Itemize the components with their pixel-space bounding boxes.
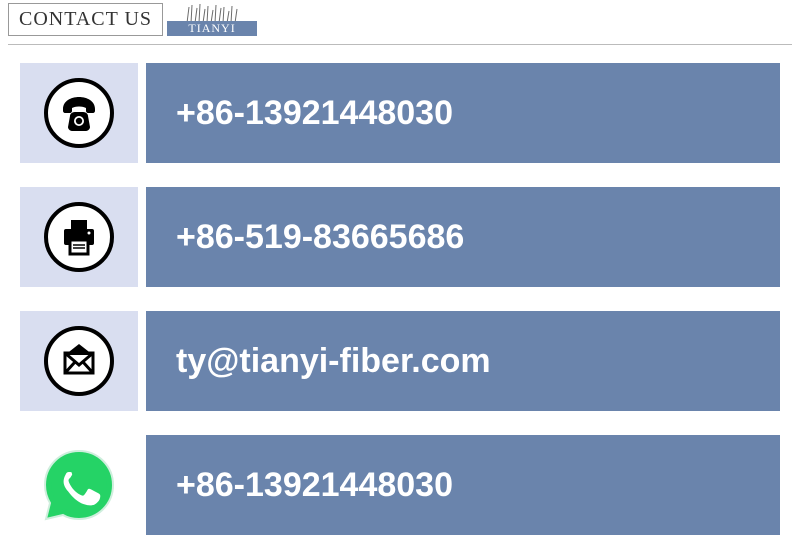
contact-row-email: ty@tianyi-fiber.com <box>20 311 780 411</box>
brand-name: TIANYI <box>167 21 257 36</box>
logo-grass-icon <box>183 3 243 23</box>
email-icon-cell <box>20 311 138 411</box>
contact-row-whatsapp: +86-13921448030 <box>20 435 780 535</box>
fax-icon <box>44 202 114 272</box>
phone-icon-cell <box>20 63 138 163</box>
contact-us-title: CONTACT US <box>8 3 163 36</box>
brand-logo: TIANYI <box>167 2 237 36</box>
fax-value: +86-519-83665686 <box>146 187 780 287</box>
header: CONTACT US TIANYI <box>0 0 800 36</box>
whatsapp-icon-cell <box>20 435 138 535</box>
contact-row-phone: +86-13921448030 <box>20 63 780 163</box>
phone-icon <box>44 78 114 148</box>
email-value: ty@tianyi-fiber.com <box>146 311 780 411</box>
whatsapp-value: +86-13921448030 <box>146 435 780 535</box>
whatsapp-icon <box>39 445 119 525</box>
contact-list: +86-13921448030 +86-519-83665686 <box>0 45 800 535</box>
fax-icon-cell <box>20 187 138 287</box>
phone-value: +86-13921448030 <box>146 63 780 163</box>
email-icon <box>44 326 114 396</box>
contact-row-fax: +86-519-83665686 <box>20 187 780 287</box>
